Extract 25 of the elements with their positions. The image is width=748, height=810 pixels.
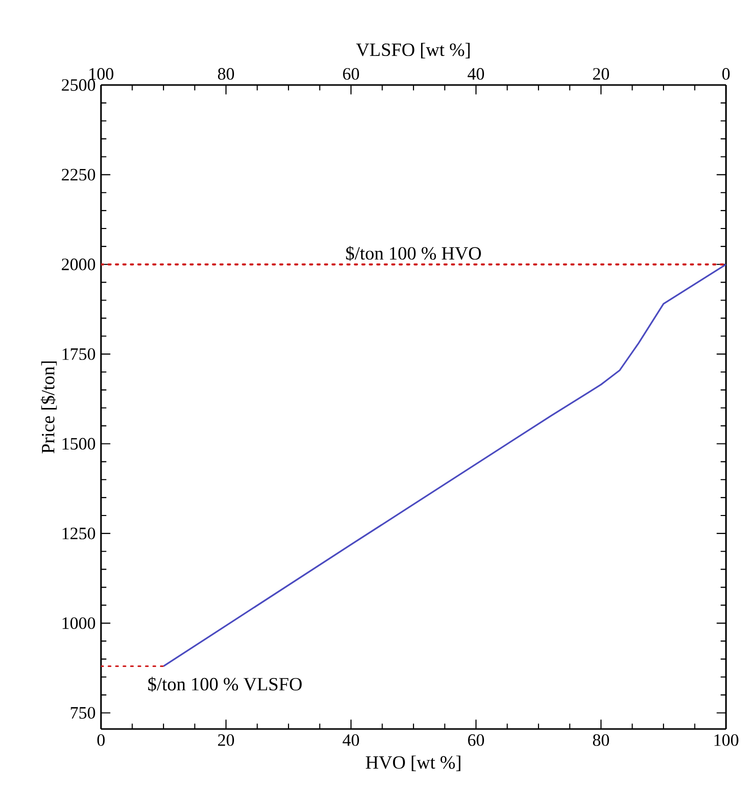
y-tick-label: 2250: [62, 168, 96, 181]
x-tick-label: 60: [468, 734, 484, 746]
x2-axis-title: VLSFO [wt %]: [356, 42, 470, 58]
annotation: $/ton 100 % VLSFO: [148, 676, 302, 692]
x-tick-label: 40: [342, 734, 360, 746]
y-tick-label: 2000: [62, 258, 96, 270]
x2-tick-label: 100: [90, 68, 114, 80]
x-tick-label: 0: [97, 734, 105, 746]
y-tick-label: 1000: [62, 617, 96, 630]
y-tick-label: 1500: [62, 438, 96, 450]
y-tick-label: 2500: [62, 79, 96, 91]
y-tick-label: 750: [70, 707, 96, 719]
x2-tick-label: 0: [722, 68, 730, 80]
y-axis-title: Price [$/ton]: [40, 361, 57, 454]
x2-tick-label: 60: [343, 68, 359, 80]
y-tick-label: 1250: [62, 528, 96, 540]
ref-line-label: $/ton 100 % HVO: [346, 246, 481, 261]
x2-tick-label: 80: [218, 68, 234, 80]
x-axis-title: HVO [wt %]: [366, 756, 460, 772]
x2-tick-label: 40: [468, 68, 484, 80]
x2-tick-label: 20: [593, 68, 609, 80]
x-tick-label: 20: [218, 734, 234, 746]
x-tick-label: 100: [714, 734, 738, 746]
x-tick-label: 80: [593, 734, 610, 746]
y-tick-label: 1750: [62, 348, 96, 360]
